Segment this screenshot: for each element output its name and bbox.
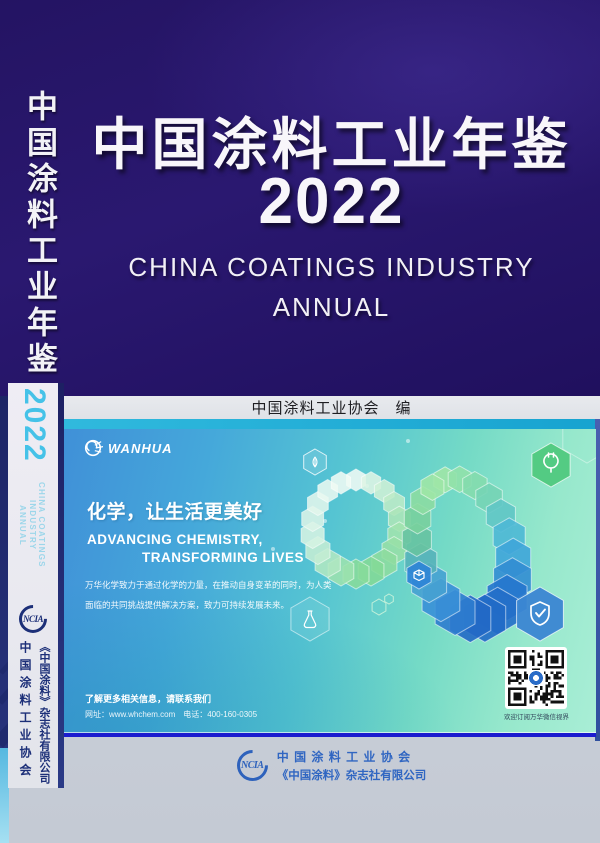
green-hex <box>531 442 571 488</box>
footer-publisher: 《中国涂料》杂志社有限公司 <box>276 770 427 782</box>
decor-dot <box>406 439 410 443</box>
qr-code-image <box>508 650 564 706</box>
wanhua-logo: WANHUA <box>83 438 173 458</box>
energy-icon <box>543 452 559 473</box>
ncia-logo-icon: NCIA <box>230 743 275 788</box>
spine-publisher-block: 《中国涂料》杂志社有限公司 中国涂料工业协会 <box>12 641 54 789</box>
wanhua-logo-icon <box>84 439 103 457</box>
banner-contact-info: 网址：www.whchem.com 电话：400-160-0305 <box>85 710 258 719</box>
qr-code-block: 欢迎订阅万华微信视界 <box>504 647 569 721</box>
flask-hex-icon <box>290 596 330 642</box>
spine-divider-bar <box>58 383 64 788</box>
banner-contact-title: 了解更多相关信息，请联系我们 <box>85 694 212 704</box>
ncia-logo-text: NCIA <box>241 760 264 771</box>
wanhua-banner: WANHUA 化学，让生活更美好 ADVANCING CHEMISTRY, TR… <box>63 429 596 737</box>
ncia-logo-text: NCIA <box>22 614 44 624</box>
flask-icon <box>303 610 317 629</box>
spine: 2022 CHINA COATINGS INDUSTRY ANNUAL NCIA… <box>8 383 58 788</box>
banner-body-text: 万华化学致力于通过化学的力量，在推动自身变革的同时，为人类 面临的共同挑战提供解… <box>85 575 332 615</box>
outline-hex-icon <box>562 429 596 464</box>
infinity-hexagon <box>420 473 445 501</box>
banner-body-line2: 面临的共同挑战提供解决方案，致力可持续发展未来。 <box>85 600 290 610</box>
spine-subtitle-line1: CHINA COATINGS INDUSTRY <box>28 482 46 568</box>
cover-year: 2022 <box>258 165 405 238</box>
banner-slogan-cn: 化学，让生活更美好 <box>87 502 263 523</box>
spine-subtitle-en: CHINA COATINGS INDUSTRY ANNUAL <box>18 459 47 591</box>
cover-subtitle-line1: CHINA COATINGS INDUSTRY <box>128 252 535 282</box>
decor-dot <box>271 547 275 551</box>
small-hex-icon <box>371 598 387 616</box>
shield-check-icon <box>530 601 550 626</box>
publisher-footer: NCIA 中 国 涂 料 工 业 协 会 《中国涂料》杂志社有限公司 <box>63 743 600 788</box>
qr-caption: 欢迎订阅万华微信视界 <box>504 714 569 721</box>
banner-slogan-en-line1: ADVANCING CHEMISTRY, <box>87 532 263 547</box>
cube-icon <box>413 569 425 582</box>
editor-band: 中国涂料工业协会 编 <box>63 396 600 419</box>
infinity-hexagon <box>330 471 352 495</box>
small-hex-icon <box>384 593 394 605</box>
spine-publisher: 《中国涂料》杂志社有限公司 <box>38 641 50 784</box>
footer-text-block: 中 国 涂 料 工 业 协 会 《中国涂料》杂志社有限公司 <box>277 748 427 783</box>
spine-subtitle-line2: ANNUAL <box>18 504 27 546</box>
left-edge-strip <box>0 396 8 768</box>
right-edge-strip <box>595 419 600 741</box>
teal-divider <box>0 419 600 431</box>
banner-slogan-en-line2: TRANSFORMING LIVES <box>142 550 305 565</box>
qr-code <box>505 647 567 709</box>
footer-association: 中 国 涂 料 工 业 协 会 <box>276 750 412 764</box>
spine-year: 2022 <box>18 388 51 463</box>
editor-text: 中国涂料工业协会 编 <box>251 400 412 417</box>
spine-title: 中国涂料工业年鉴 <box>22 90 57 378</box>
cover-title: 中国涂料工业年鉴 <box>91 113 572 176</box>
wanhua-brand-text: WANHUA <box>108 440 173 456</box>
infinity-hexagon <box>401 522 432 558</box>
cover-subtitle-line2: ANNUAL <box>272 292 391 322</box>
spine-association: 中国涂料工业协会 <box>18 641 32 781</box>
left-bottom-strip <box>0 748 9 843</box>
cover-top-background: 中国涂料工业年鉴 2022 CHINA COATINGS INDUSTRY AN… <box>0 0 600 396</box>
leaf-icon <box>312 456 318 468</box>
banner-body-line1: 万华化学致力于通过化学的力量，在推动自身变革的同时，为人类 <box>85 580 332 590</box>
ncia-logo-icon: NCIA <box>13 599 53 639</box>
infinity-hexagon-graphic <box>271 429 596 644</box>
